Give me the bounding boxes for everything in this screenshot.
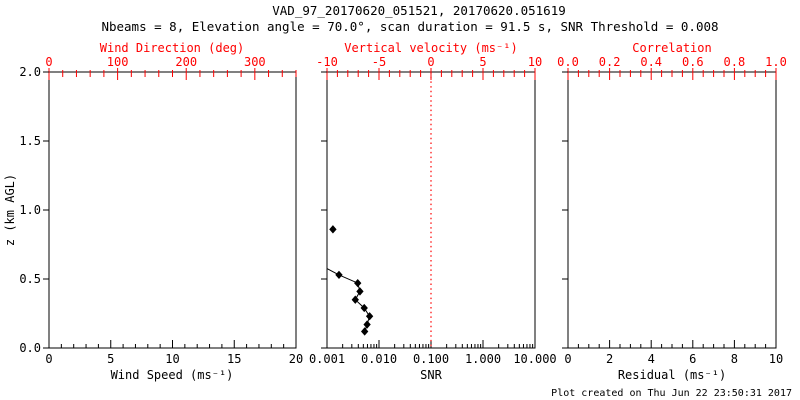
panel-residual: 0 2 4 6 8 10 0.0 0.2 0.4 0.6 0.8 1.0 [557, 55, 787, 366]
x-top-tick-label: 0.6 [682, 55, 704, 69]
axis-title-correlation: Correlation [632, 41, 711, 55]
x-tick-label: 4 [648, 352, 655, 366]
snr-profile-line [326, 268, 371, 332]
y-tick-label: 0.5 [19, 272, 41, 286]
axis-title-wind-speed: Wind Speed (ms⁻¹) [111, 368, 234, 382]
x-top-tick-label: 300 [244, 55, 266, 69]
data-point-marker [365, 312, 374, 321]
x-top-tick-label: -5 [372, 55, 386, 69]
y-tick-label: 1.5 [19, 134, 41, 148]
x-tick-label: 10 [769, 352, 783, 366]
x-tick-label: 6 [689, 352, 696, 366]
y-tick-label: 1.0 [19, 203, 41, 217]
axis-title-residual: Residual (ms⁻¹) [618, 368, 726, 382]
x-top-tick-label: 0.2 [599, 55, 621, 69]
x-tick-label: 0 [45, 352, 52, 366]
x-top-tick-label: 0.4 [640, 55, 662, 69]
x-tick-label: 5 [107, 352, 114, 366]
panel-border [48, 71, 297, 349]
x-tick-label: 20 [289, 352, 303, 366]
plot-subtitle: Nbeams = 8, Elevation angle = 70.0°, sca… [101, 19, 718, 34]
footer-timestamp: Plot created on Thu Jun 22 23:50:31 2017 [551, 388, 792, 399]
x-top-tick-label: 10 [528, 55, 542, 69]
data-point-marker [363, 320, 371, 329]
data-point-marker [354, 278, 362, 288]
x-top-tick-label: 200 [175, 55, 197, 69]
axis-title-vertical-velocity: Vertical velocity (ms⁻¹) [344, 41, 517, 55]
x-tick-label: 10 [165, 352, 179, 366]
panel-border [567, 71, 777, 349]
data-point-marker [335, 270, 343, 280]
y-tick-label: 0.0 [19, 341, 41, 355]
x-tick-label: 15 [227, 352, 241, 366]
data-point-marker [360, 303, 368, 313]
panel-snr: 0.001 0.010 0.100 1.000 10.000 -10 -5 0 5 10 [309, 55, 557, 366]
x-tick-label: 0.100 [413, 352, 449, 366]
data-point-marker [329, 225, 337, 234]
data-point-marker [360, 327, 369, 336]
x-tick-label: 0.010 [361, 352, 397, 366]
x-tick-label: 8 [731, 352, 738, 366]
axis-title-snr: SNR [420, 368, 442, 382]
x-top-tick-label: 5 [479, 55, 486, 69]
data-point-marker [351, 295, 359, 304]
x-tick-label: 1.000 [465, 352, 501, 366]
x-top-tick-label: -10 [316, 55, 338, 69]
x-top-tick-label: 0.0 [557, 55, 579, 69]
axis-title-wind-direction: Wind Direction (deg) [100, 41, 245, 55]
x-tick-label: 10.000 [513, 352, 556, 366]
data-point-marker [356, 287, 364, 296]
x-tick-label: 2 [606, 352, 613, 366]
x-tick-label: 0.001 [309, 352, 345, 366]
x-top-tick-label: 1.0 [765, 55, 787, 69]
y-tick-label: 2.0 [19, 65, 41, 79]
x-tick-label: 0 [564, 352, 571, 366]
x-top-tick-label: 0 [45, 55, 52, 69]
plot-title: VAD_97_20170620_051521, 20170620.051619 [272, 3, 566, 18]
x-top-tick-label: 100 [107, 55, 129, 69]
y-axis-label: z (km AGL) [3, 174, 17, 246]
x-top-tick-label: 0 [427, 55, 434, 69]
panel-border [326, 71, 536, 349]
x-top-tick-label: 0.8 [724, 55, 746, 69]
